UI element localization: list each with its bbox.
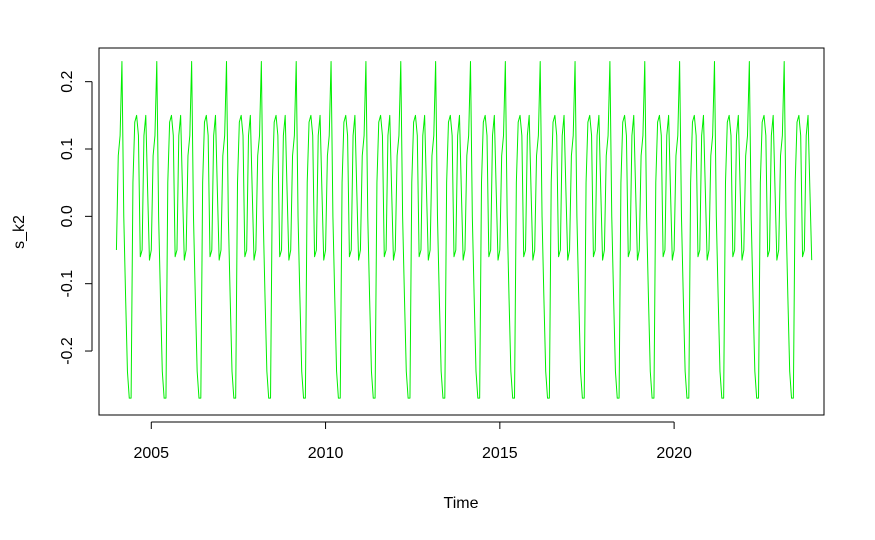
- y-tick-label: -0.1: [59, 270, 76, 298]
- y-tick-label: 0.2: [59, 70, 76, 92]
- x-tick-label: 2015: [482, 445, 518, 462]
- y-axis-label: s_k2: [11, 215, 28, 249]
- x-tick-label: 2010: [308, 445, 344, 462]
- series-layer: [115, 60, 813, 399]
- y-tick-label: 0.0: [59, 205, 76, 227]
- x-tick-label: 2005: [133, 445, 169, 462]
- x-tick-label: 2020: [656, 445, 692, 462]
- series-line-0: [115, 60, 813, 399]
- y-tick-label: 0.1: [59, 138, 76, 160]
- y-axis: -0.2 -0.1 0.0 0.1 0.2: [59, 70, 93, 365]
- y-tick-label: -0.2: [59, 337, 76, 365]
- plot-frame: [98, 47, 825, 416]
- x-axis: 2005 2010 2015 2020: [133, 421, 692, 462]
- x-axis-label: Time: [444, 495, 479, 512]
